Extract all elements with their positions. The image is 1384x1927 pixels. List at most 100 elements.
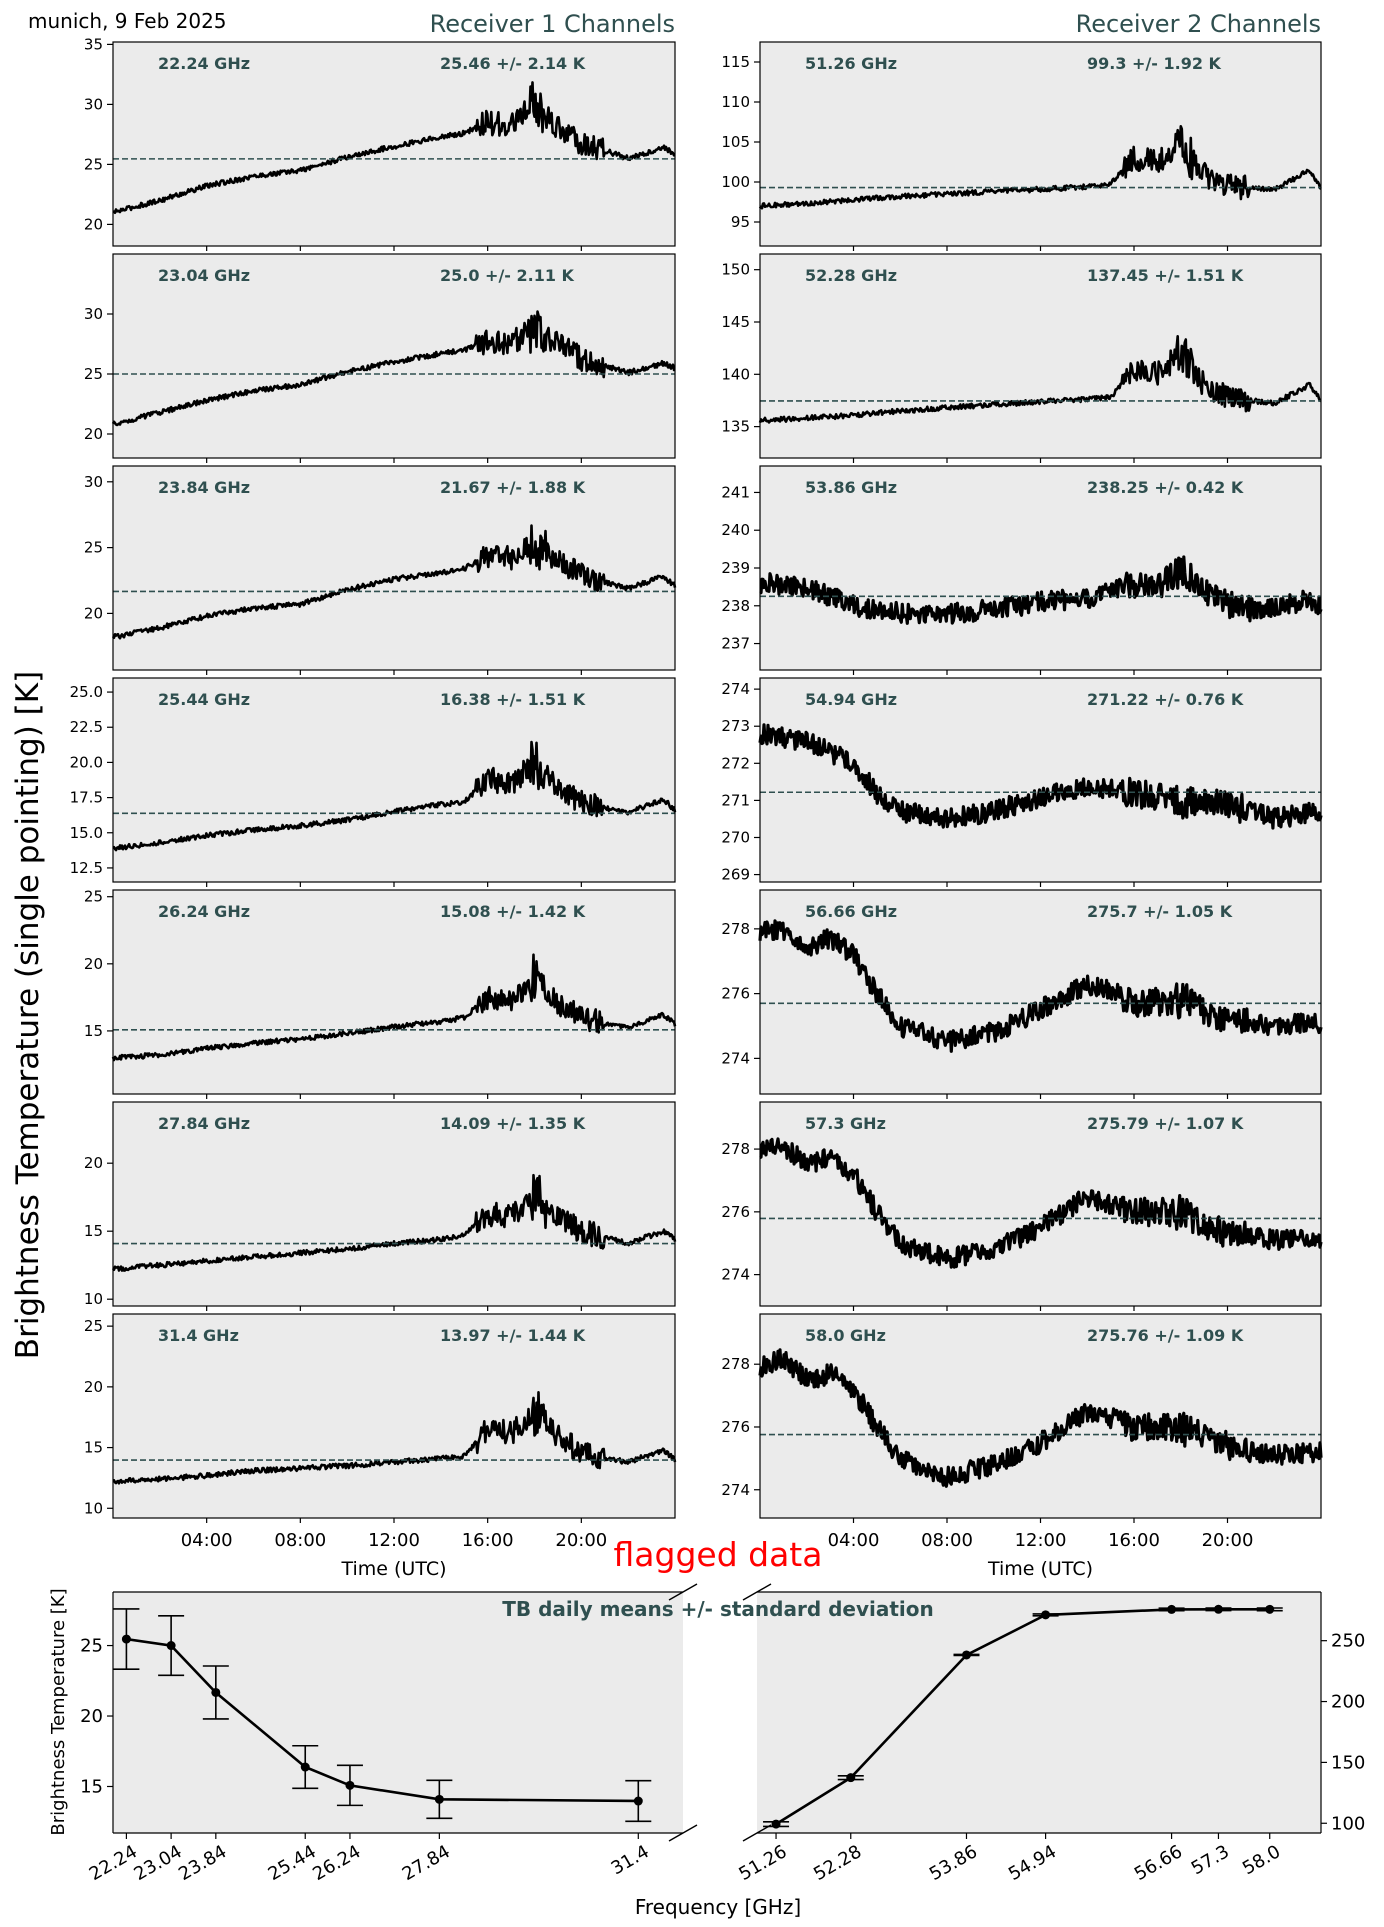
frequency-label: 25.44 GHz [158,690,250,709]
panel-background [760,1314,1321,1518]
right-data-point [771,1819,781,1829]
y-tick-label: 15 [84,1439,103,1457]
y-tick-label: 269 [721,866,750,884]
r2-panel-1: 95 100 105 110 115 51.26 GHz 99.3 +/- 1.92 K [721,41,1322,251]
left-data-point [345,1780,355,1790]
break-mark [668,1824,698,1842]
y-tick-label: 30 [84,305,103,323]
right-data-point [1167,1604,1177,1614]
r1-panel-7: 10 15 20 25 31.4 GHz 13.97 +/- 1.44 K 04:00 08:… [84,1313,677,1580]
panel-background [113,1314,675,1518]
left-x-tick-label: 31.4 [608,1841,653,1879]
flagged-data-label: flagged data [614,1535,823,1574]
y-tick-label: 25 [84,888,103,906]
x-tick-label: 16:00 [1108,1530,1160,1551]
x-tick-label: 08:00 [921,1530,973,1551]
trace-line [758,1348,1323,1488]
left-x-tick-label: 26.24 [309,1841,364,1885]
right-y-tick-label: 250 [1331,1631,1365,1652]
left-x-tick-label: 23.04 [130,1841,185,1885]
x-axis-label: Time (UTC) [987,1558,1093,1580]
frequency-label: 22.24 GHz [158,54,250,73]
stat-label: 14.09 +/- 1.35 K [440,1114,586,1133]
x-tick-label: 08:00 [274,1530,326,1551]
frequency-label: 27.84 GHz [158,1114,250,1133]
break-mark [742,1583,772,1601]
x-tick-label: 16:00 [462,1530,514,1551]
left-y-tick-label: 25 [80,1636,103,1657]
right-x-tick-label: 54.94 [1005,1841,1060,1885]
frequency-label: 23.84 GHz [158,478,250,497]
x-tick-label: 12:00 [368,1530,420,1551]
y-tick-label: 239 [721,559,750,577]
y-tick-label: 276 [721,1418,750,1436]
summary-y-label: Brightness Temperature [K] [48,1588,69,1835]
stat-label: 275.76 +/- 1.09 K [1087,1326,1244,1345]
right-x-tick-label: 57.3 [1188,1841,1233,1879]
y-tick-label: 110 [721,93,750,111]
r2-panel-4: 269 270 271 272 273 274 54.94 GHz 271.22 +/- 0.… [721,677,1323,887]
stat-label: 137.45 +/- 1.51 K [1087,266,1244,285]
trace-line [759,1137,1323,1269]
right-x-tick-label: 52.28 [810,1841,865,1885]
stat-label: 25.0 +/- 2.11 K [440,266,575,285]
right-data-point [961,1650,971,1660]
r1-panel-1: 20 25 30 35 22.24 GHz 25.46 +/- 2.14 K [84,35,676,251]
y-tick-label: 12.5 [70,859,103,877]
y-tick-label: 140 [721,365,750,383]
y-tick-label: 135 [721,418,750,436]
receiver2-panels: 95 100 105 110 115 51.26 GHz 99.3 +/- 1.92 K 13… [721,41,1323,1580]
r2-panel-6: 274 276 278 57.3 GHz 275.79 +/- 1.07 K [721,1101,1323,1311]
y-tick-label: 35 [84,35,103,53]
frequency-label: 26.24 GHz [158,902,250,921]
y-tick-label: 30 [84,473,103,491]
left-y-tick-label: 15 [80,1776,103,1797]
y-axis-label: Brightness Temperature (single pointing)… [10,671,46,1359]
y-tick-label: 25.0 [70,683,103,701]
y-tick-label: 25 [84,365,103,383]
y-tick-label: 20 [84,1154,103,1172]
x-tick-label: 04:00 [828,1530,880,1551]
panel-background [113,890,675,1094]
break-mark [742,1824,772,1842]
left-x-tick-label: 27.84 [399,1841,454,1885]
summary-x-label: Frequency [GHz] [635,1895,801,1919]
frequency-label: 51.26 GHz [805,54,897,73]
y-tick-label: 150 [721,261,750,279]
y-tick-label: 237 [721,635,750,653]
left-data-point [633,1796,643,1806]
y-tick-label: 115 [721,53,750,71]
right-y-tick-label: 150 [1331,1752,1365,1773]
left-data-point [211,1687,221,1697]
y-tick-label: 271 [721,791,750,809]
y-tick-label: 270 [721,828,750,846]
left-x-tick-label: 25.44 [265,1841,320,1885]
receiver1-title: Receiver 1 Channels [430,10,675,38]
y-tick-label: 15 [84,1022,103,1040]
y-tick-label: 22.5 [70,718,103,736]
panel-background [760,678,1321,882]
stat-label: 275.7 +/- 1.05 K [1087,902,1233,921]
r2-panel-7: 274 276 278 58.0 GHz 275.76 +/- 1.09 K 04:00 0… [721,1313,1323,1580]
left-x-tick-label: 22.24 [86,1841,141,1885]
trace-line [112,1391,677,1485]
right-x-tick-label: 51.26 [735,1841,790,1885]
right-y-tick-label: 100 [1331,1813,1365,1834]
trace-line [112,81,676,215]
stat-label: 13.97 +/- 1.44 K [440,1326,586,1345]
x-tick-label: 04:00 [181,1530,233,1551]
r1-panel-4: 12.5 15.0 17.5 20.0 22.5 25.0 25.44 GHz 16.38 +… [70,677,677,887]
x-axis-label: Time (UTC) [340,1558,446,1580]
y-tick-label: 274 [721,1481,750,1499]
y-tick-label: 278 [721,1355,750,1373]
y-tick-label: 274 [721,680,750,698]
right-y-tick-label: 200 [1331,1692,1365,1713]
y-tick-label: 15 [84,1222,103,1240]
trace-line [111,310,676,427]
y-tick-label: 278 [721,920,750,938]
y-tick-label: 25 [84,539,103,557]
y-tick-label: 238 [721,597,750,615]
panel-background [760,1102,1321,1306]
